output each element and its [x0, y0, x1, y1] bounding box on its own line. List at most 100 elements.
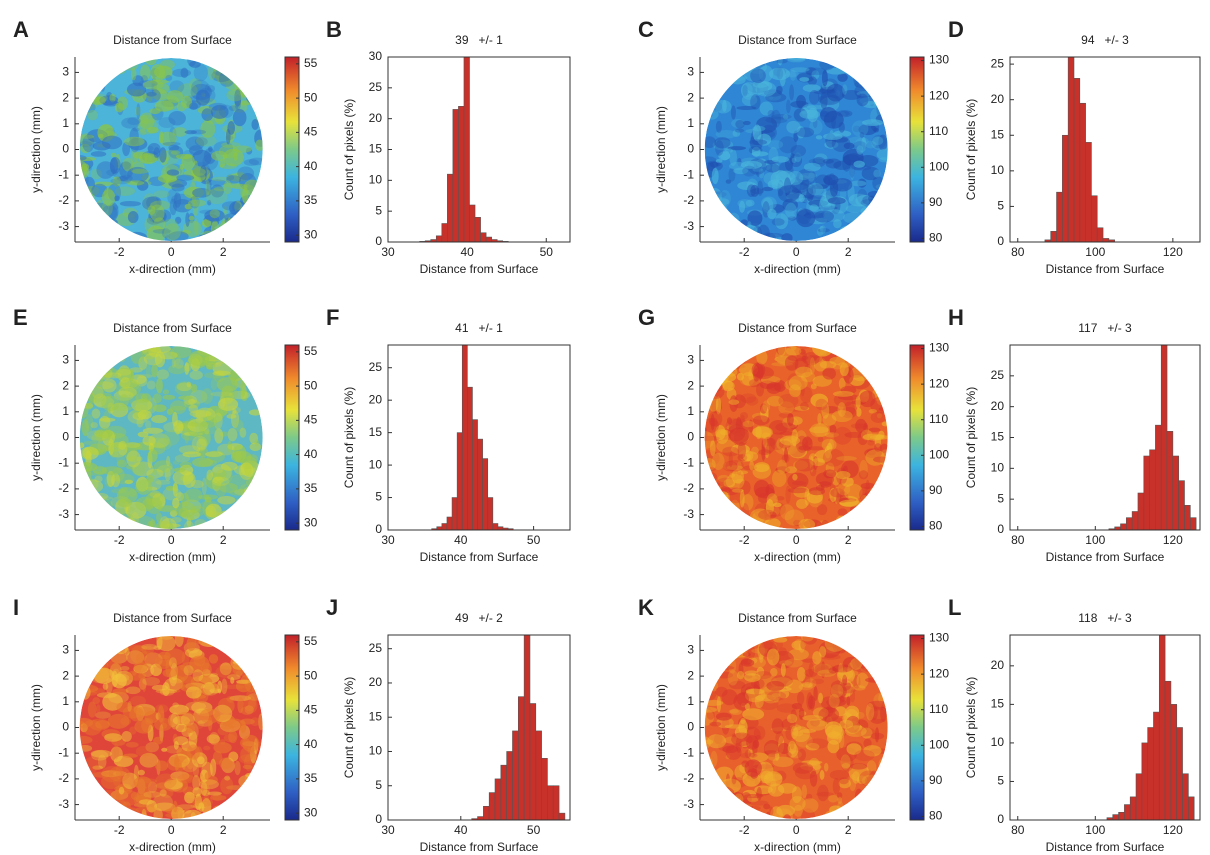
colorbar-tick-label: 100: [929, 737, 949, 751]
disc-texture: [789, 153, 803, 168]
disc-texture: [715, 712, 732, 721]
disc-texture: [843, 142, 855, 150]
disc-texture: [773, 636, 788, 643]
disc-texture: [742, 420, 755, 428]
disc-texture: [159, 688, 181, 694]
disc-texture: [711, 452, 725, 470]
disc-texture: [787, 355, 809, 362]
disc-texture: [873, 456, 888, 463]
disc-texture: [850, 689, 856, 703]
bar: [441, 223, 448, 243]
disc-texture: [824, 140, 839, 149]
x-tick-label: 2: [845, 533, 852, 547]
disc-texture: [721, 689, 738, 706]
bar: [1118, 811, 1125, 821]
disc-texture: [160, 787, 174, 798]
disc-texture: [245, 58, 252, 64]
disc-texture: [170, 405, 186, 411]
disc-texture: [762, 436, 768, 448]
disc-texture: [708, 67, 716, 77]
disc-texture: [732, 129, 741, 137]
bar: [1131, 511, 1139, 531]
disc-texture: [745, 805, 761, 811]
disc-texture: [226, 413, 237, 419]
disc-texture: [174, 636, 184, 647]
disc-texture: [119, 60, 139, 71]
disc-texture: [815, 135, 823, 140]
chart-title: 94 +/- 3: [1081, 33, 1129, 47]
disc-texture: [859, 646, 873, 660]
disc-texture: [234, 760, 241, 776]
colorbar-tick-label: 100: [929, 159, 949, 173]
disc-texture: [840, 754, 854, 772]
disc-texture: [756, 787, 762, 801]
disc-texture: [142, 196, 161, 211]
y-tick-label: 0: [62, 720, 69, 734]
disc-texture: [138, 356, 148, 370]
disc-texture: [786, 120, 801, 134]
disc-texture: [727, 64, 735, 77]
disc-texture: [230, 346, 247, 363]
disc-texture: [834, 706, 847, 717]
disc-texture: [844, 725, 867, 737]
disc-texture: [156, 636, 163, 650]
disc-texture: [704, 62, 718, 76]
x-tick-label: -2: [114, 245, 125, 259]
disc-texture: [239, 462, 254, 480]
disc-texture: [247, 205, 263, 219]
disc-texture: [122, 157, 134, 172]
bar: [1085, 142, 1092, 243]
disc-texture: [790, 741, 795, 750]
disc-texture: [740, 658, 755, 667]
disc-texture: [79, 778, 98, 787]
disc-texture: [228, 67, 239, 80]
disc-texture: [732, 811, 751, 819]
disc-texture: [783, 177, 792, 196]
disc-texture: [796, 209, 816, 228]
disc-texture: [746, 184, 756, 197]
disc-texture: [837, 73, 848, 82]
disc-texture: [862, 433, 885, 441]
disc-texture: [816, 484, 825, 491]
disc-texture: [769, 806, 774, 816]
disc-texture: [721, 380, 735, 392]
disc-texture: [183, 399, 200, 409]
disc-texture: [216, 714, 235, 726]
bar: [1102, 238, 1110, 243]
disc-texture: [782, 198, 798, 212]
y-tick-label: 10: [369, 457, 383, 471]
disc-texture: [245, 200, 252, 212]
disc-texture: [846, 696, 851, 706]
disc-texture: [765, 163, 780, 173]
disc-texture: [710, 349, 728, 365]
disc-texture: [127, 644, 148, 652]
heatmap-disc: [704, 636, 888, 819]
disc-texture: [824, 810, 842, 819]
bar: [1155, 424, 1162, 531]
disc-texture: [179, 461, 192, 469]
disc-texture: [771, 469, 787, 487]
disc-texture: [79, 203, 99, 217]
disc-texture: [772, 506, 780, 516]
disc-texture: [858, 525, 878, 529]
disc-texture: [733, 793, 744, 805]
disc-texture: [237, 636, 243, 641]
disc-texture: [192, 787, 202, 797]
chart-title: Distance from Surface: [113, 611, 232, 625]
disc-texture: [779, 431, 797, 436]
disc-texture: [878, 518, 886, 529]
disc-texture: [706, 520, 718, 529]
disc-texture: [238, 224, 251, 238]
disc-texture: [114, 810, 135, 818]
disc-texture: [862, 67, 876, 80]
disc-texture: [715, 140, 724, 156]
disc-texture: [138, 115, 158, 124]
disc-texture: [769, 432, 785, 451]
disc-texture: [776, 703, 798, 713]
disc-texture: [128, 489, 137, 497]
disc-texture: [837, 792, 843, 799]
disc-texture: [856, 711, 865, 719]
colorbar: [909, 634, 925, 821]
disc-texture: [715, 353, 728, 368]
disc-texture: [120, 665, 130, 671]
